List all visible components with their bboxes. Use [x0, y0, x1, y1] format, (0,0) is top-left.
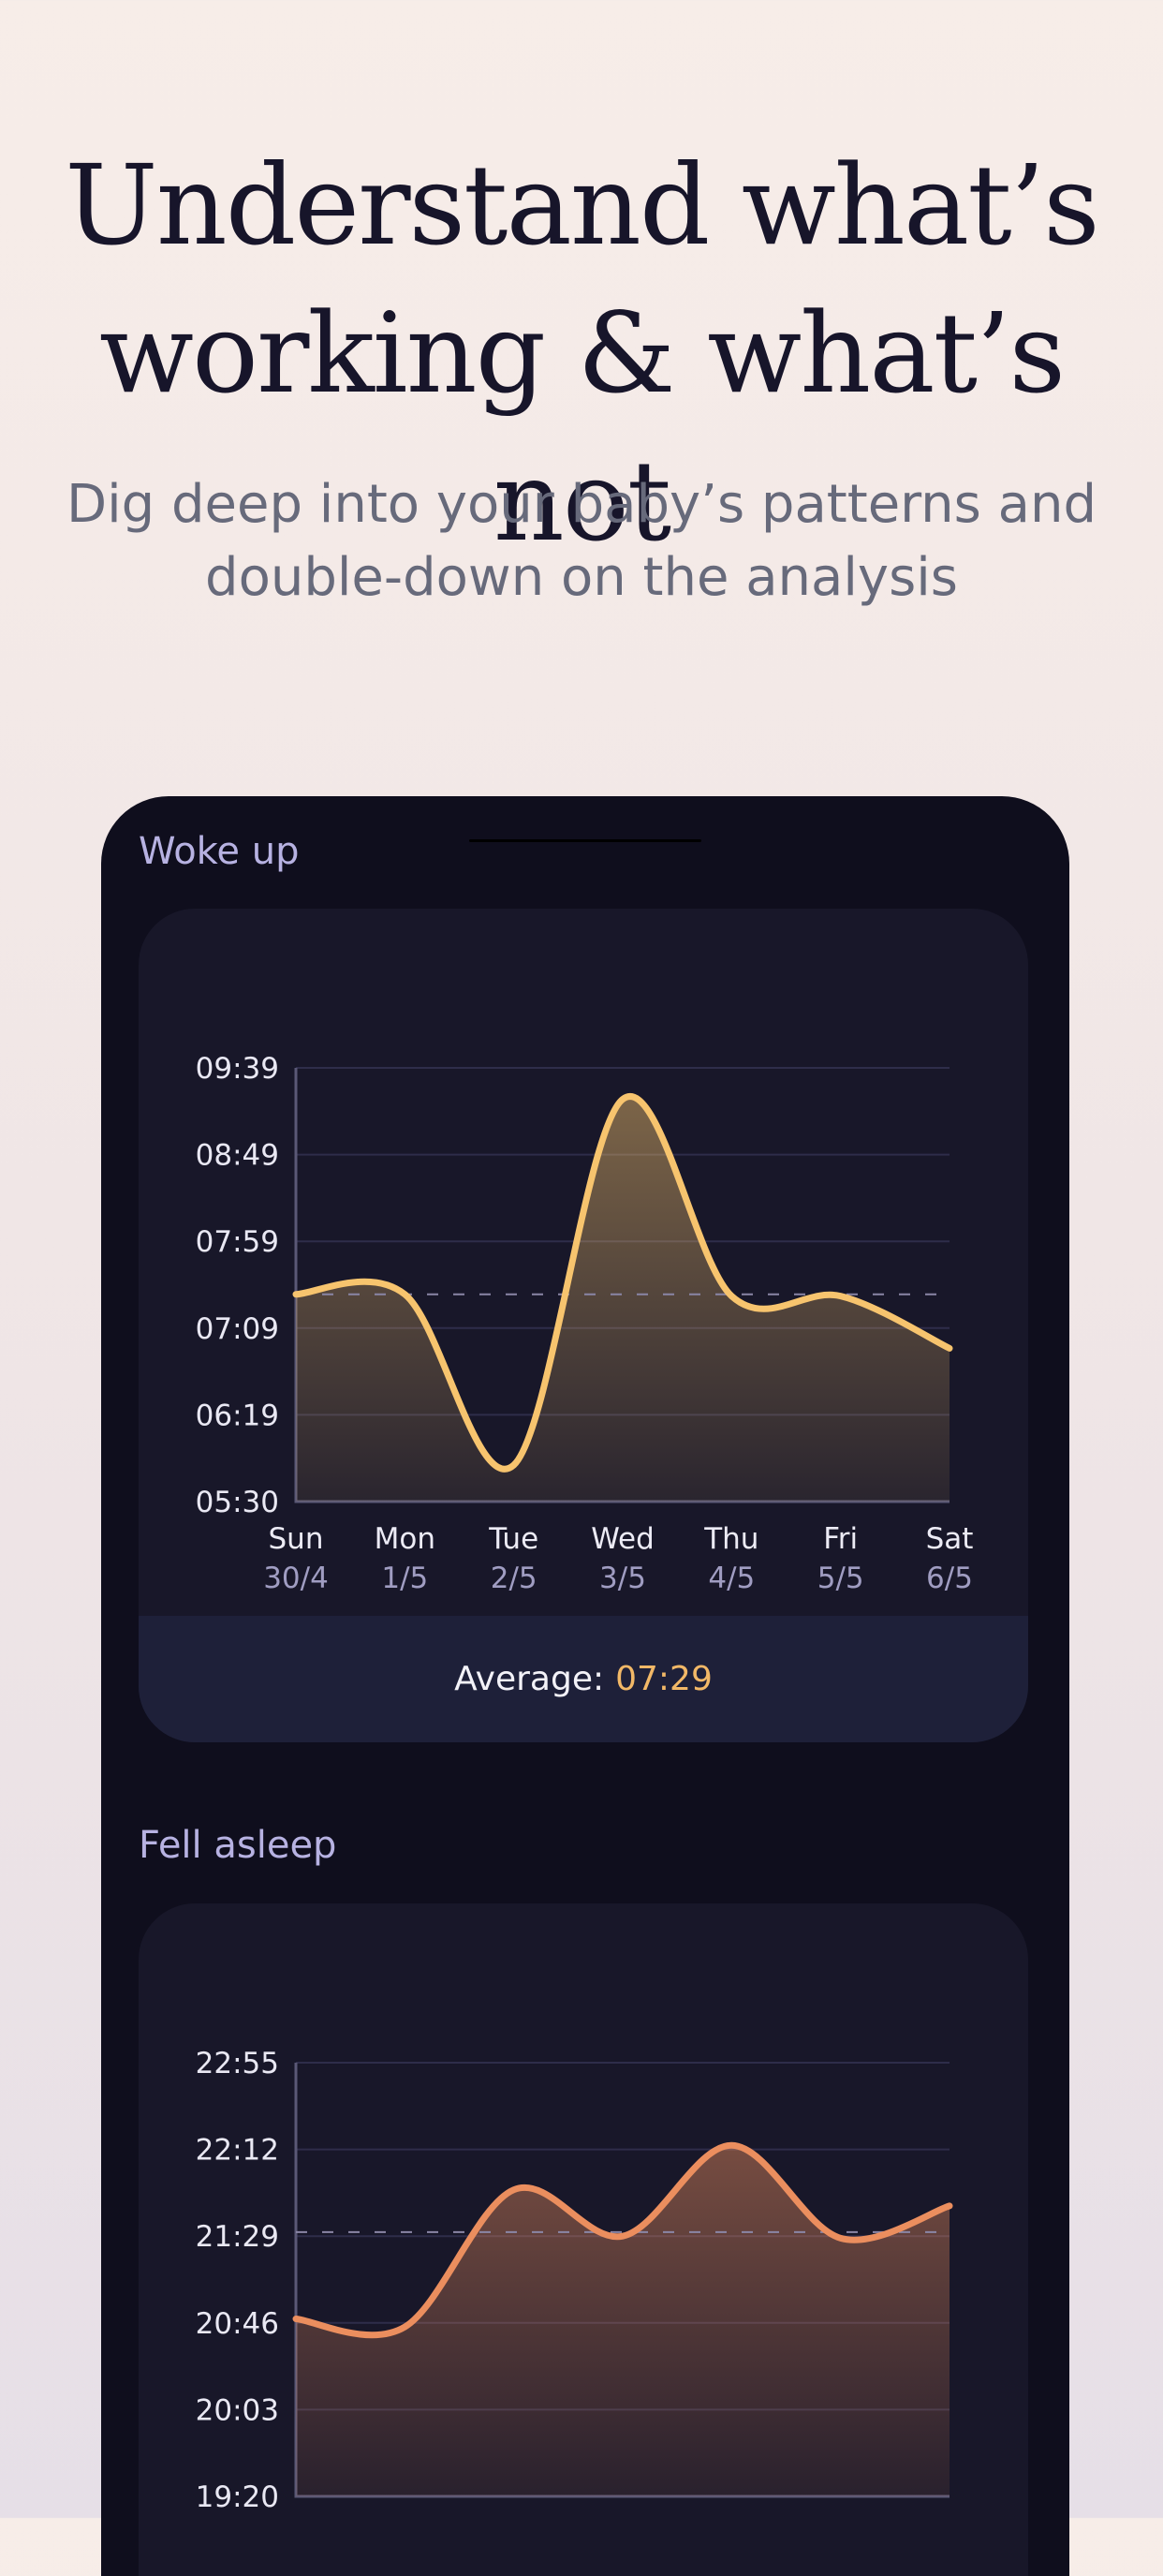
series-area — [296, 1096, 950, 1502]
data-point — [730, 1295, 732, 1297]
x-tick-label: Thu — [703, 1522, 758, 1556]
x-tick-label: Sat — [926, 1522, 974, 1556]
x-tick-label: Fri — [823, 1522, 858, 1556]
fell-asleep-chart: 22:55 22:12 21:29 20:46 20:03 19:20 — [196, 2047, 953, 2514]
x-tick-label: Mon — [375, 1522, 435, 1556]
data-point — [949, 1347, 950, 1349]
y-tick-label: 19:20 — [196, 2480, 279, 2514]
fell-asleep-chart-card: 22:55 22:12 21:29 20:46 20:03 19:20 — [139, 1903, 1028, 2576]
data-point — [840, 1295, 842, 1297]
woke-up-title: Woke up — [139, 830, 300, 873]
data-point — [295, 2317, 297, 2319]
average-value: 07:29 — [615, 1660, 713, 1698]
phone-notch — [469, 839, 701, 842]
subheadline-line-2: double-down on the analysis — [205, 547, 958, 608]
headline: Understand what’s working & what’s not — [0, 131, 1163, 575]
fell-asleep-title: Fell asleep — [139, 1824, 337, 1867]
subheadline: Dig deep into your baby’s patterns and d… — [0, 468, 1163, 614]
x-tick-date: 30/4 — [263, 1562, 329, 1595]
x-tick-label: Sun — [269, 1522, 324, 1556]
x-tick-date: 5/5 — [817, 1562, 864, 1595]
woke-up-chart-card: 09:39 08:49 07:59 07:09 06:19 05:30 Sun 30/4 Mon… — [139, 909, 1028, 1742]
x-tick-date: 6/5 — [926, 1562, 973, 1595]
y-tick-label: 09:39 — [196, 1052, 279, 1086]
y-tick-label: 06:19 — [196, 1399, 279, 1432]
data-point — [730, 2144, 732, 2146]
x-tick-date: 1/5 — [381, 1562, 428, 1595]
y-tick-label: 05:30 — [196, 1486, 279, 1519]
data-point — [404, 2326, 405, 2328]
y-tick-label: 07:59 — [196, 1225, 279, 1259]
y-tick-label: 07:09 — [196, 1312, 279, 1346]
series-area — [296, 2145, 950, 2496]
x-tick-date: 2/5 — [491, 1562, 537, 1595]
average-label: Average: — [454, 1660, 605, 1698]
data-point — [622, 1098, 624, 1100]
data-point — [949, 2205, 950, 2207]
phone-mockup: Woke up 09:39 08:49 07:59 07:09 06:19 05:30 Su… — [101, 796, 1069, 2576]
x-tick-label: Wed — [591, 1522, 655, 1556]
subheadline-line-1: Dig deep into your baby’s patterns and — [66, 474, 1097, 535]
y-tick-label: 08:49 — [196, 1139, 279, 1173]
headline-line-1: Understand what’s — [65, 141, 1099, 270]
average-bar: Average: 07:29 — [139, 1616, 1028, 1742]
y-tick-label: 22:55 — [196, 2047, 279, 2080]
data-point — [295, 1294, 297, 1295]
y-tick-label: 21:29 — [196, 2220, 279, 2254]
series-line — [292, 2141, 953, 2339]
series-line — [292, 1093, 953, 1473]
data-point — [404, 1294, 405, 1295]
y-tick-label: 20:03 — [196, 2393, 279, 2427]
data-point — [513, 2189, 515, 2191]
data-point — [840, 2237, 842, 2239]
x-tick-date: 4/5 — [708, 1562, 755, 1595]
y-tick-label: 20:46 — [196, 2307, 279, 2341]
data-point — [513, 1464, 515, 1466]
x-tick-label: Tue — [488, 1522, 538, 1556]
y-tick-label: 22:12 — [196, 2134, 279, 2168]
x-tick-date: 3/5 — [599, 1562, 646, 1595]
headline-line-2: working & what’s not — [98, 289, 1066, 566]
data-point — [622, 2235, 624, 2237]
